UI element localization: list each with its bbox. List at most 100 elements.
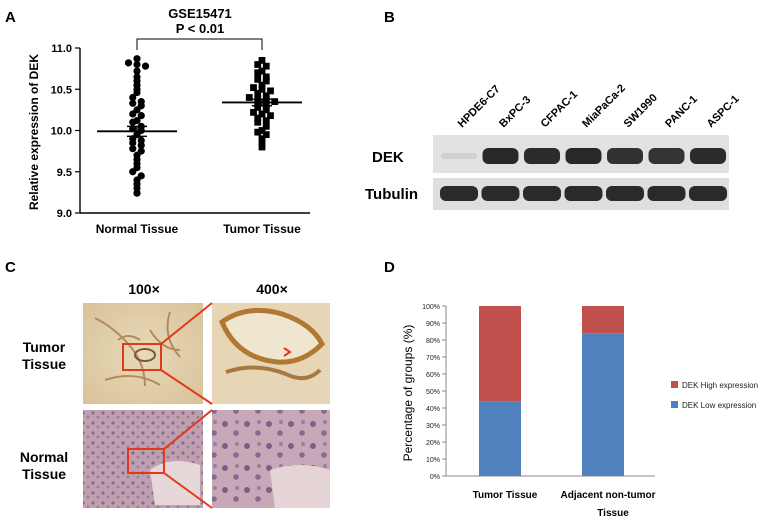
panel-d-ytick-label: 90% — [426, 321, 440, 328]
tubulin-band — [689, 186, 727, 201]
tumor-400x-epithelium — [225, 365, 322, 381]
normal-400x-lumen — [270, 465, 330, 508]
cell-line-label: BxPC-3 — [497, 94, 533, 130]
panel-d-letter: D — [384, 259, 395, 276]
tubulin-band — [440, 186, 478, 201]
tumor-data-point — [254, 75, 262, 83]
normal-data-point — [133, 67, 141, 75]
tumor-data-point — [254, 61, 262, 68]
normal-data-point — [129, 99, 137, 107]
tumor-data-point — [258, 135, 266, 143]
row-label-tumor: Tumor Tissue — [22, 339, 66, 372]
legend-swatch — [671, 381, 678, 388]
blot-row-tubulin: Tubulin — [365, 186, 418, 203]
tubulin-band — [606, 186, 644, 201]
tumor-data-point — [258, 127, 266, 134]
normal-data-point — [141, 62, 150, 70]
tumor-data-point — [245, 94, 253, 101]
normal-zoom-box — [127, 448, 165, 474]
cell-line-label: PANC-1 — [663, 93, 700, 130]
tumor-data-point — [262, 122, 270, 130]
panel-a-xtick-normal: Normal Tissue — [96, 222, 179, 236]
normal-data-point — [133, 189, 141, 197]
legend-swatch — [671, 401, 678, 408]
panel-a-ytick-label: 11.0 — [51, 43, 72, 55]
panel-a-letter: A — [5, 9, 16, 26]
panel-b-letter: B — [384, 9, 395, 26]
tumor-data-point — [258, 139, 266, 147]
panel-d-ytick-label: 100% — [422, 304, 440, 311]
normal-data-point — [133, 55, 141, 63]
panel-d-ytick-label: 60% — [426, 372, 440, 379]
normal-zoom-line-bottom — [163, 472, 213, 509]
tumor-data-point — [262, 62, 270, 70]
tumor-400x-gland — [218, 307, 326, 365]
panel-d-ytick-label: 30% — [426, 423, 440, 430]
normal-100x-lumen — [150, 461, 200, 505]
blot-row-dek: DEK — [372, 149, 404, 166]
panel-a-ytick-label: 10.0 — [51, 126, 72, 138]
dek-band — [648, 148, 685, 164]
panel-a-ytick-label: 9.0 — [57, 208, 72, 220]
row-label-normal: Normal Tissue — [20, 449, 68, 482]
tumor-zoom-line-bottom — [160, 369, 213, 405]
panel-a-ytick-label: 10.5 — [51, 84, 72, 96]
dek-band — [441, 153, 477, 159]
tumor-100x-image — [83, 303, 203, 404]
stacked-bar-segment — [479, 401, 521, 476]
panel-d-ytick-label: 40% — [426, 406, 440, 413]
legend-label: DEK High expression — [682, 381, 758, 390]
tumor-data-point — [258, 85, 266, 93]
tumor-data-point — [258, 81, 266, 89]
tumor-data-point — [262, 77, 270, 85]
panel-a-ylabel: Relative expression of DEK — [27, 54, 41, 210]
tubulin-band — [564, 186, 603, 201]
normal-data-point — [137, 136, 145, 144]
col-label-400x: 400× — [256, 281, 288, 297]
tumor-data-point — [258, 110, 266, 118]
cell-line-label: SW1990 — [622, 92, 660, 130]
tumor-data-point — [254, 114, 262, 122]
panel-c-letter: C — [5, 259, 16, 276]
tumor-data-point — [254, 118, 262, 126]
significance-bracket — [136, 38, 263, 50]
tubulin-band — [523, 186, 561, 201]
normal-zoom-line-top — [163, 409, 213, 450]
tumor-data-point — [250, 108, 257, 116]
legend-label: DEK Low expression — [682, 401, 756, 410]
cell-line-label: HPDE6-C7 — [456, 83, 503, 130]
panel-d-xtick-label: Adjacent non-tumor — [561, 490, 656, 501]
cell-line-label: ASPC-1 — [705, 93, 742, 130]
panel-a-scatter-chart: GSE15471 P < 0.01 Relative expression of… — [27, 6, 310, 236]
panel-c-histology: 100× 400× Tumor Tissue Normal Tissue — [20, 281, 330, 509]
tumor-data-point — [262, 106, 270, 114]
tumor-data-point — [254, 89, 262, 97]
panel-a-title: GSE15471 — [168, 6, 232, 21]
panel-d-ytick-label: 70% — [426, 355, 440, 362]
tumor-data-point — [267, 87, 274, 95]
normal-data-point — [133, 73, 141, 81]
normal-data-point — [137, 98, 145, 106]
stacked-bar-segment — [582, 333, 624, 476]
tumor-100x-duct — [134, 348, 156, 362]
tumor-100x-texture — [94, 311, 181, 387]
tumor-data-point — [262, 92, 270, 100]
panel-a-pvalue: P < 0.01 — [176, 21, 225, 36]
dek-band — [524, 148, 560, 164]
panel-d-ytick-label: 20% — [426, 440, 440, 447]
tubulin-band — [647, 186, 686, 201]
panel-d-ylabel: Percentage of groups (%) — [401, 325, 415, 462]
panel-a-ytick-label: 9.5 — [57, 167, 72, 179]
tumor-data-point — [250, 84, 257, 91]
tubulin-band — [481, 186, 520, 201]
normal-data-point — [137, 141, 145, 149]
tumor-data-point — [267, 112, 274, 120]
panel-d-ytick-label: 10% — [426, 457, 440, 464]
tumor-zoom-line-top — [160, 302, 213, 345]
tumor-data-point — [254, 69, 262, 77]
cell-line-label: CFPAC-1 — [539, 89, 581, 131]
panel-d-stacked-bar-chart: Percentage of groups (%) 0% 10% 20% 30% 40% 5… — [401, 304, 758, 519]
dek-band — [607, 148, 643, 164]
tumor-data-point — [254, 128, 262, 136]
